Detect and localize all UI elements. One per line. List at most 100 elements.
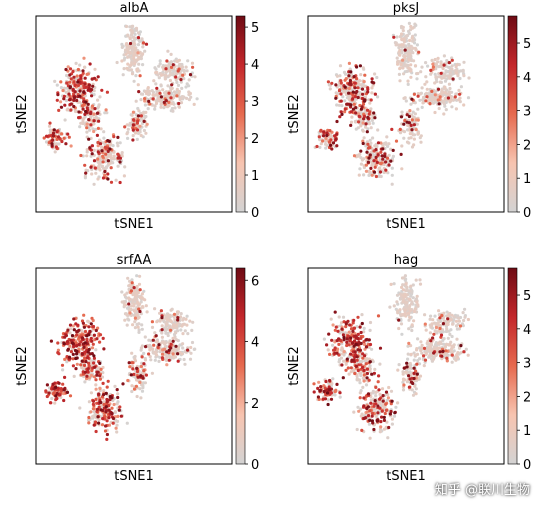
scatter-point <box>400 32 404 36</box>
scatter-point <box>403 48 407 52</box>
scatter-point <box>113 384 117 388</box>
scatter-point <box>398 127 402 131</box>
scatter-point <box>400 276 405 280</box>
scatter-point <box>100 145 104 149</box>
scatter-point <box>353 355 357 359</box>
scatter-point <box>352 368 356 372</box>
scatter-point <box>129 289 133 293</box>
scatter-point <box>456 74 460 78</box>
scatter-point <box>340 112 344 116</box>
scatter-point <box>157 64 161 68</box>
scatter-point <box>72 75 76 79</box>
scatter-point <box>96 150 100 154</box>
scatter-point <box>385 420 389 424</box>
scatter-point <box>63 357 67 361</box>
scatter-point <box>147 99 151 103</box>
scatter-point <box>110 406 114 410</box>
scatter-point <box>87 325 91 329</box>
scatter-point <box>374 414 378 418</box>
scatter-point <box>366 405 370 409</box>
scatter-point <box>360 87 365 91</box>
scatter-point <box>415 43 419 47</box>
scatter-point <box>92 148 96 152</box>
scatter-point <box>72 374 76 378</box>
scatter-point <box>126 127 130 131</box>
colorbar-tick-label: 4 <box>523 323 531 338</box>
scatter-point <box>431 336 435 340</box>
scatter-point <box>369 391 373 395</box>
scatter-point <box>85 130 89 134</box>
scatter-point <box>135 68 139 72</box>
scatter-point <box>126 33 130 37</box>
scatter-point <box>339 92 343 96</box>
scatter-point <box>67 135 71 139</box>
scatter-point <box>172 315 176 319</box>
scatter-point <box>99 127 103 131</box>
scatter-point <box>366 392 371 396</box>
scatter-point <box>104 405 108 409</box>
scatter-point <box>128 51 132 55</box>
scatter-point <box>362 136 366 140</box>
scatter-point <box>449 317 453 321</box>
scatter-point <box>137 109 141 113</box>
scatter-point <box>185 314 189 318</box>
scatter-point <box>390 173 394 177</box>
scatter-point <box>52 391 56 395</box>
scatter-point <box>65 340 70 344</box>
scatter-point <box>413 353 417 357</box>
scatter-point <box>151 97 155 101</box>
scatter-point <box>411 393 416 397</box>
scatter-point <box>184 85 188 89</box>
scatter-point <box>130 281 134 285</box>
scatter-point <box>362 379 366 383</box>
scatter-point <box>58 393 62 397</box>
scatter-point <box>165 355 169 359</box>
scatter-point <box>358 64 362 68</box>
scatter-point <box>443 74 447 78</box>
scatter-point <box>405 365 409 369</box>
scatter-point <box>159 83 163 87</box>
scatter-point <box>405 113 409 117</box>
scatter-point <box>338 391 342 395</box>
scatter-point <box>442 311 446 315</box>
scatter-point <box>167 358 171 362</box>
scatter-point <box>77 116 81 120</box>
scatter-point <box>438 316 442 320</box>
scatter-point <box>430 58 434 63</box>
scatter-point <box>113 410 117 414</box>
scatter-point <box>175 80 179 84</box>
colorbar-tick-label: 2 <box>523 138 531 153</box>
scatter-point <box>138 274 142 278</box>
scatter-point <box>409 136 413 140</box>
scatter-point <box>347 372 351 376</box>
scatter-point <box>171 324 175 328</box>
scatter-point <box>174 344 178 348</box>
scatter-point <box>457 88 461 92</box>
scatter-point <box>188 319 192 323</box>
scatter-point <box>128 297 132 301</box>
scatter-point <box>97 154 101 159</box>
scatter-point <box>54 385 58 389</box>
scatter-point <box>171 63 175 67</box>
scatter-point <box>392 414 397 418</box>
scatter-point <box>48 121 52 125</box>
scatter-point <box>454 71 458 75</box>
scatter-point <box>363 95 368 99</box>
scatter-point <box>337 315 341 319</box>
scatter-point <box>366 115 370 120</box>
scatter-point <box>85 356 90 360</box>
scatter-point <box>53 79 57 83</box>
colorbar-tick-label: 2 <box>251 132 259 147</box>
scatter-point <box>132 118 136 122</box>
scatter-point <box>56 386 60 390</box>
scatter-point <box>128 36 132 40</box>
scatter-point <box>137 62 141 66</box>
scatter-point <box>130 389 134 394</box>
scatter-point <box>94 429 98 434</box>
scatter-point <box>138 387 142 391</box>
scatter-point <box>333 351 337 355</box>
scatter-point <box>108 154 112 158</box>
scatter-point <box>370 118 374 122</box>
scatter-point <box>91 127 95 131</box>
scatter-point <box>436 346 440 350</box>
